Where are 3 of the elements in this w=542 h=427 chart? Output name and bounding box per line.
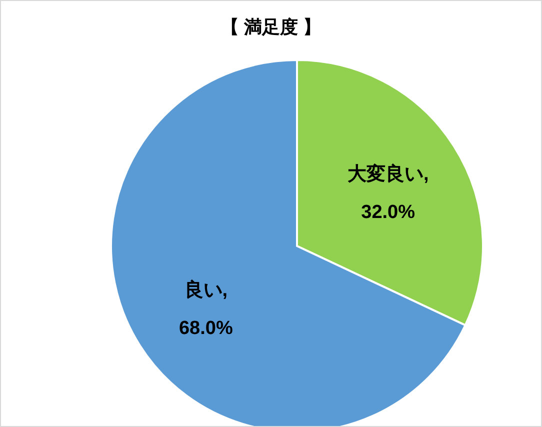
slice-label: 大変良い, 32.0% xyxy=(347,163,429,224)
chart-title: 【 満足度 】 xyxy=(220,16,322,39)
slice-label: 良い, 68.0% xyxy=(178,278,233,339)
